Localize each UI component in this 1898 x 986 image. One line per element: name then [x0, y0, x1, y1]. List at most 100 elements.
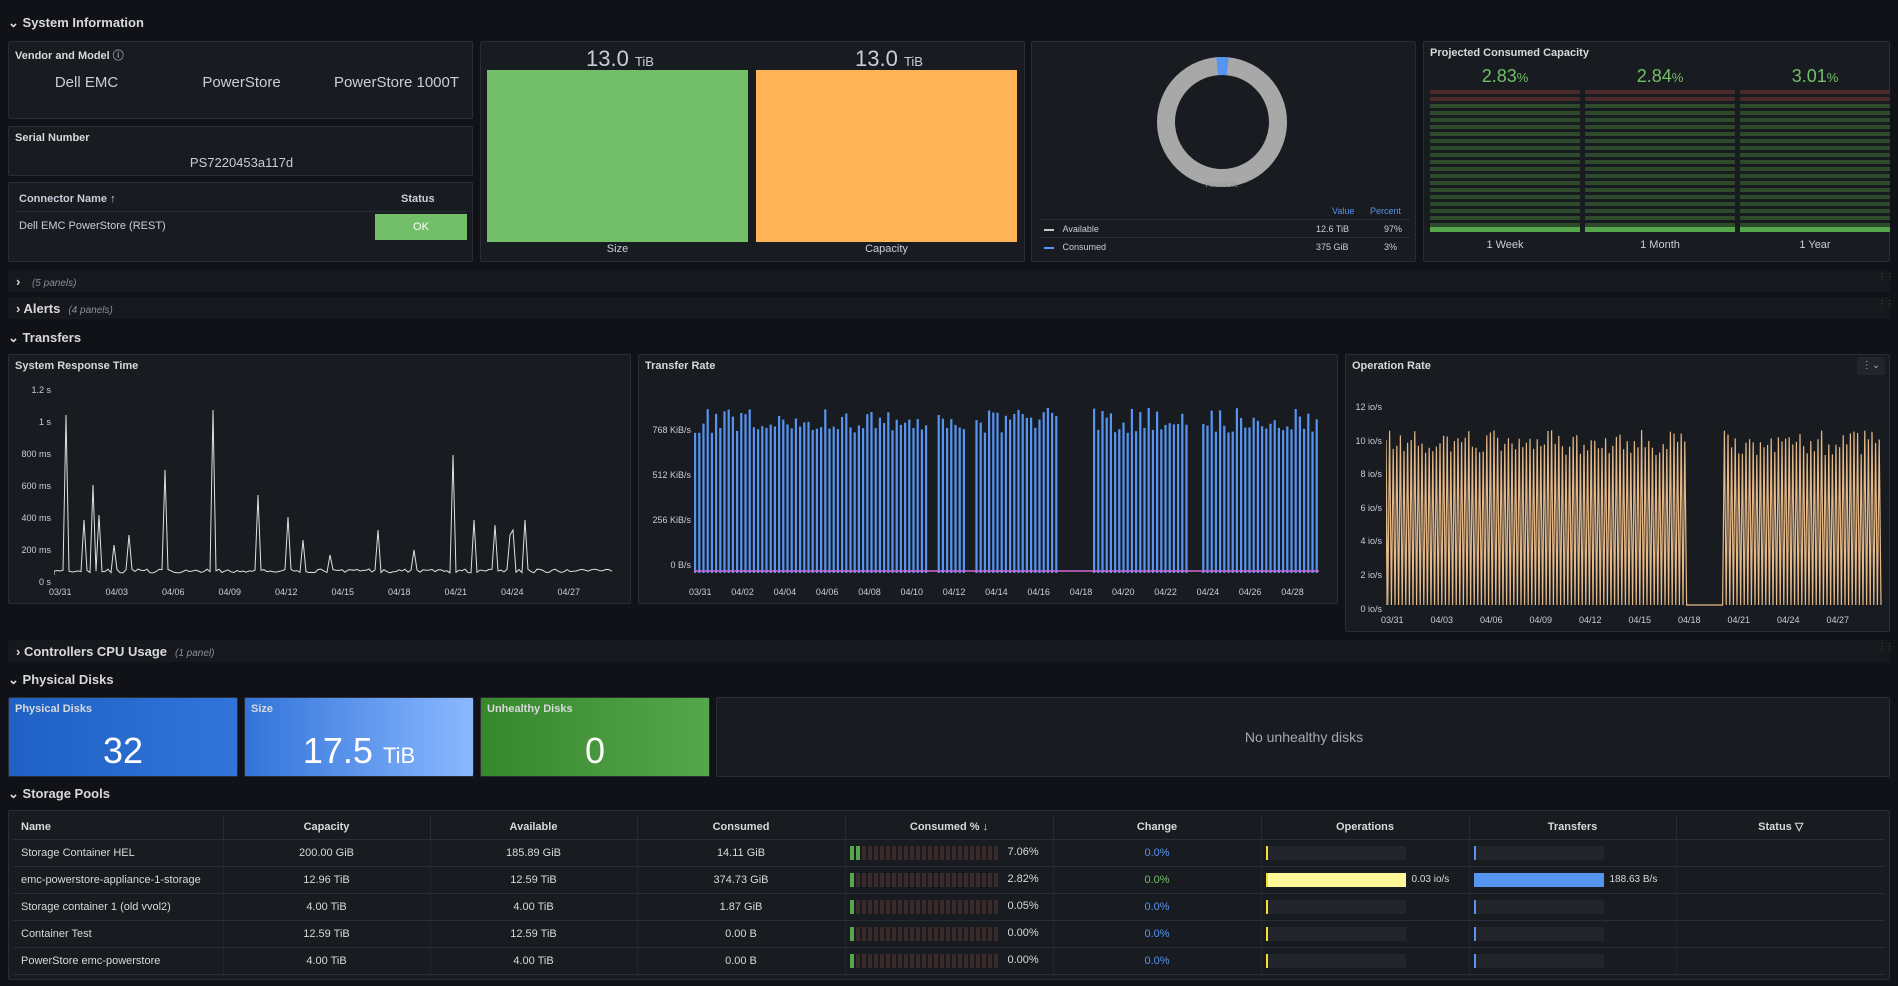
pool-consumed: 0.00 B	[637, 947, 845, 974]
info-icon[interactable]: ⓘ	[113, 50, 124, 62]
transfer-bar	[1278, 428, 1280, 573]
gauge-fill	[850, 846, 861, 860]
x-tick-label: 03/31	[49, 587, 72, 597]
transfer-bar	[807, 422, 809, 573]
filter-icon[interactable]: ▽	[1795, 821, 1803, 833]
transfer-bar	[1093, 409, 1095, 573]
row-physical-disks[interactable]: ⌄ Physical Disks	[8, 672, 114, 688]
transfer-bar	[1257, 421, 1259, 573]
panel-title: Serial Number	[15, 132, 90, 144]
transfer-bar	[1286, 426, 1288, 573]
pool-consumed-pct: 2.82%	[845, 866, 1053, 893]
x-tick-label: 04/18	[1678, 615, 1701, 625]
legend-swatch	[1044, 247, 1054, 249]
table-row[interactable]: Storage Container HEL 200.00 GiB 185.89 Gi…	[13, 839, 1885, 866]
pool-operations: 0.03 io/s	[1261, 866, 1469, 893]
panel-menu-button[interactable]: ⋮⌄	[1857, 357, 1885, 375]
x-tick-label: 04/12	[943, 587, 966, 597]
donut-chart	[1152, 52, 1292, 192]
x-tick-label: 04/26	[1239, 587, 1262, 597]
size-label: Size	[487, 243, 748, 255]
transfers-bar	[1474, 846, 1604, 860]
transfer-bar	[1030, 418, 1032, 573]
legend-row-consumed[interactable]: Consumed 375 GiB 3%	[1044, 242, 1404, 252]
value-col-header[interactable]: Value	[1332, 206, 1354, 216]
transfer-bar	[1017, 410, 1019, 573]
table-row[interactable]: Storage container 1 (old vvol2) 4.00 TiB 4…	[13, 893, 1885, 920]
pool-transfers	[1469, 947, 1676, 974]
y-tick-label: 12 io/s	[1346, 402, 1382, 412]
y-tick-label: 8 io/s	[1346, 469, 1382, 479]
row-transfers[interactable]: ⌄ Transfers	[8, 330, 81, 346]
transfer-bar	[942, 419, 944, 573]
transfer-bar	[1307, 414, 1309, 573]
pool-available: 12.59 TiB	[430, 866, 637, 893]
transfer-bar	[740, 413, 742, 573]
row-controllers-cpu[interactable]: › Controllers CPU Usage (1 panel) ⋮⋮	[8, 640, 1890, 662]
operations-bar	[1266, 873, 1406, 887]
row-storage-pools[interactable]: ⌄ Storage Pools	[8, 786, 110, 802]
legend-row-available[interactable]: Available 12.6 TiB 97%	[1044, 224, 1404, 234]
projected-label: 1 Week	[1430, 239, 1580, 251]
table-row[interactable]: PowerStore emc-powerstore 4.00 TiB 4.00 Ti…	[13, 947, 1885, 974]
bar-fill	[1268, 873, 1406, 887]
lcd-gauge	[850, 927, 1000, 941]
col-consumed[interactable]: Consumed	[637, 815, 845, 839]
transfer-bar	[1148, 408, 1150, 573]
transfer-bar	[1303, 429, 1305, 573]
projected-value: 2.84%	[1585, 66, 1735, 87]
x-tick-label: 04/04	[774, 587, 797, 597]
pool-consumed-pct: 0.00%	[845, 947, 1053, 974]
percent-col-header[interactable]: Percent	[1370, 206, 1401, 216]
transfer-bar	[1181, 414, 1183, 573]
x-tick-label: 04/15	[1629, 615, 1652, 625]
transfer-bar	[938, 415, 940, 573]
connector-name-header[interactable]: Connector Name ↑	[19, 193, 116, 205]
serial-value: PS7220453a117d	[9, 155, 474, 170]
vendor-model-panel: Vendor and Model ⓘ Dell EMC PowerStore P…	[8, 41, 473, 119]
row-alerts[interactable]: › Alerts (4 panels) ⋮⋮	[8, 297, 1890, 319]
col-status[interactable]: Status ▽	[1676, 815, 1885, 839]
disk-size-stat: Size 17.5 TiB	[244, 697, 474, 777]
table-row[interactable]: Container Test 12.59 TiB 12.59 TiB 0.00 B 0.…	[13, 920, 1885, 947]
size-value: 13.0 TiB	[586, 46, 654, 72]
operations-bar	[1266, 927, 1406, 941]
col-transfers[interactable]: Transfers	[1469, 815, 1676, 839]
projected-gauge	[1430, 90, 1580, 232]
transfer-bar	[887, 412, 889, 573]
drag-handle-icon[interactable]: ⋮⋮	[1878, 275, 1884, 287]
col-available[interactable]: Available	[430, 815, 637, 839]
x-tick-label: 04/22	[1154, 587, 1177, 597]
transfer-bar	[1215, 432, 1217, 573]
col-capacity[interactable]: Capacity	[223, 815, 430, 839]
status-header[interactable]: Status	[401, 193, 435, 205]
transfer-bar	[1232, 432, 1234, 573]
col-change[interactable]: Change	[1053, 815, 1261, 839]
x-tick-label: 04/20	[1112, 587, 1135, 597]
transfer-bar	[912, 428, 914, 573]
row-system-information[interactable]: ⌄ System Information	[8, 15, 144, 31]
y-tick-label: 200 ms	[9, 545, 51, 555]
row-collapsed-1[interactable]: › (5 panels) ⋮⋮	[8, 270, 1890, 292]
operation-rate-panel: Operation Rate ⋮⌄ 12 io/s 10 io/s 8 io/s 6 …	[1345, 354, 1890, 632]
transfer-bar	[749, 410, 751, 574]
transfer-bar	[782, 420, 784, 573]
pool-name: Storage container 1 (old vvol2)	[13, 893, 223, 920]
col-operations[interactable]: Operations	[1261, 815, 1469, 839]
transfer-bar	[736, 431, 738, 573]
table-row[interactable]: emc-powerstore-appliance-1-storage 12.96 …	[13, 866, 1885, 893]
transfer-bar	[833, 427, 835, 573]
transfer-bar	[1160, 429, 1162, 573]
drag-handle-icon[interactable]: ⋮⋮	[1878, 645, 1884, 657]
transfer-bar	[1290, 429, 1292, 573]
col-name[interactable]: Name	[13, 815, 223, 839]
transfer-bar	[1043, 412, 1045, 573]
size-bar	[487, 70, 748, 242]
col-consumed-pct[interactable]: Consumed % ↓	[845, 815, 1053, 839]
pool-status	[1676, 893, 1885, 920]
pool-consumed-pct: 7.06%	[845, 839, 1053, 866]
transfer-bar	[875, 428, 877, 573]
transfer-bar	[732, 417, 734, 573]
x-tick-label: 04/24	[501, 587, 524, 597]
drag-handle-icon[interactable]: ⋮⋮	[1878, 302, 1884, 314]
